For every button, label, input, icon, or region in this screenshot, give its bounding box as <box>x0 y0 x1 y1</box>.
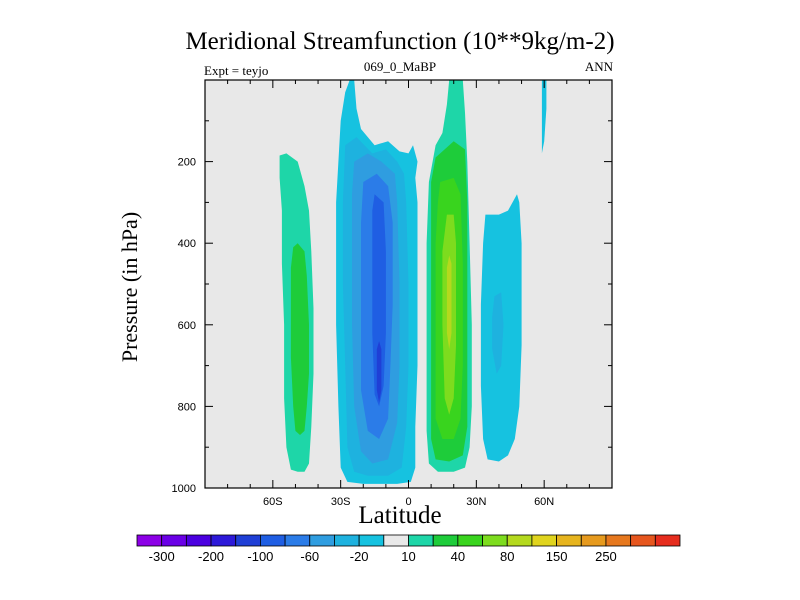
contour-level-neg100 <box>372 194 386 407</box>
x-axis-label: Latitude <box>358 502 442 529</box>
y-tick-label: 1000 <box>172 483 196 495</box>
y-tick-label: 200 <box>178 157 196 169</box>
contour-level-20 <box>290 243 309 435</box>
colorbar-box <box>432 534 459 547</box>
colorbar-box <box>334 534 360 547</box>
contour-level-neg40 <box>492 292 504 374</box>
x-tick-label: 60S <box>263 496 283 508</box>
colorbar-label: 80 <box>500 549 514 564</box>
period-label: 069_0_MaBP <box>363 59 437 74</box>
colorbar-box <box>482 534 508 547</box>
colorbar-label: 250 <box>595 549 617 564</box>
x-tick-label: 30S <box>331 496 351 508</box>
colorbar-box <box>383 534 409 547</box>
colorbar-box <box>630 534 656 547</box>
colorbar-label: 10 <box>401 549 415 564</box>
contour-level-neg120 <box>376 341 382 403</box>
colorbar-box <box>136 534 163 547</box>
colorbar-box <box>531 534 557 547</box>
colorbar-box <box>556 534 582 547</box>
colorbar-box <box>260 534 286 547</box>
x-tick-label: 30N <box>466 496 486 508</box>
y-tick-label: 800 <box>178 401 196 413</box>
colorbar-box <box>185 534 212 547</box>
x-tick-label: 0 <box>405 496 411 508</box>
southern-hadley-cell <box>336 80 418 484</box>
colorbar-box <box>654 534 681 547</box>
colorbar-label: -100 <box>247 549 273 564</box>
colorbar-box <box>457 534 483 547</box>
colorbar-box <box>309 534 335 547</box>
northern-polar-cell <box>541 80 547 154</box>
colorbar-label: -200 <box>198 549 224 564</box>
colorbar-box <box>605 534 632 547</box>
colorbar-box <box>408 534 434 547</box>
colorbar-label: 40 <box>451 549 465 564</box>
colorbar-label: -20 <box>350 549 369 564</box>
colorbar-label: -60 <box>300 549 319 564</box>
northern-ferrel-cell <box>480 194 522 462</box>
southern-ferrel-cell <box>279 153 314 472</box>
y-tick-label: 600 <box>178 320 196 332</box>
chart-title: Meridional Streamfunction (10**9kg/m-2) <box>185 28 615 55</box>
y-tick-label: 400 <box>178 238 196 250</box>
northern-hadley-cell <box>426 80 472 472</box>
colorbar-box <box>506 534 533 547</box>
colorbar-box <box>284 534 311 547</box>
colorbar-box <box>358 534 385 547</box>
contour-level-neg20 <box>541 80 547 154</box>
experiment-label: Expt = teyjo <box>204 63 269 78</box>
colorbar-box <box>161 534 187 547</box>
contour-fills <box>279 80 547 484</box>
contour-level-80 <box>446 255 452 350</box>
season-label: ANN <box>584 59 613 74</box>
colorbar-box <box>235 534 261 547</box>
colorbar-label: 150 <box>546 549 568 564</box>
colorbar: -300 -200 -100 -60 -20 10 40 80 150 250 <box>136 534 681 564</box>
x-tick-label: 60N <box>534 496 554 508</box>
colorbar-box <box>210 534 237 547</box>
colorbar-box <box>580 534 607 547</box>
colorbar-label: -300 <box>149 549 175 564</box>
